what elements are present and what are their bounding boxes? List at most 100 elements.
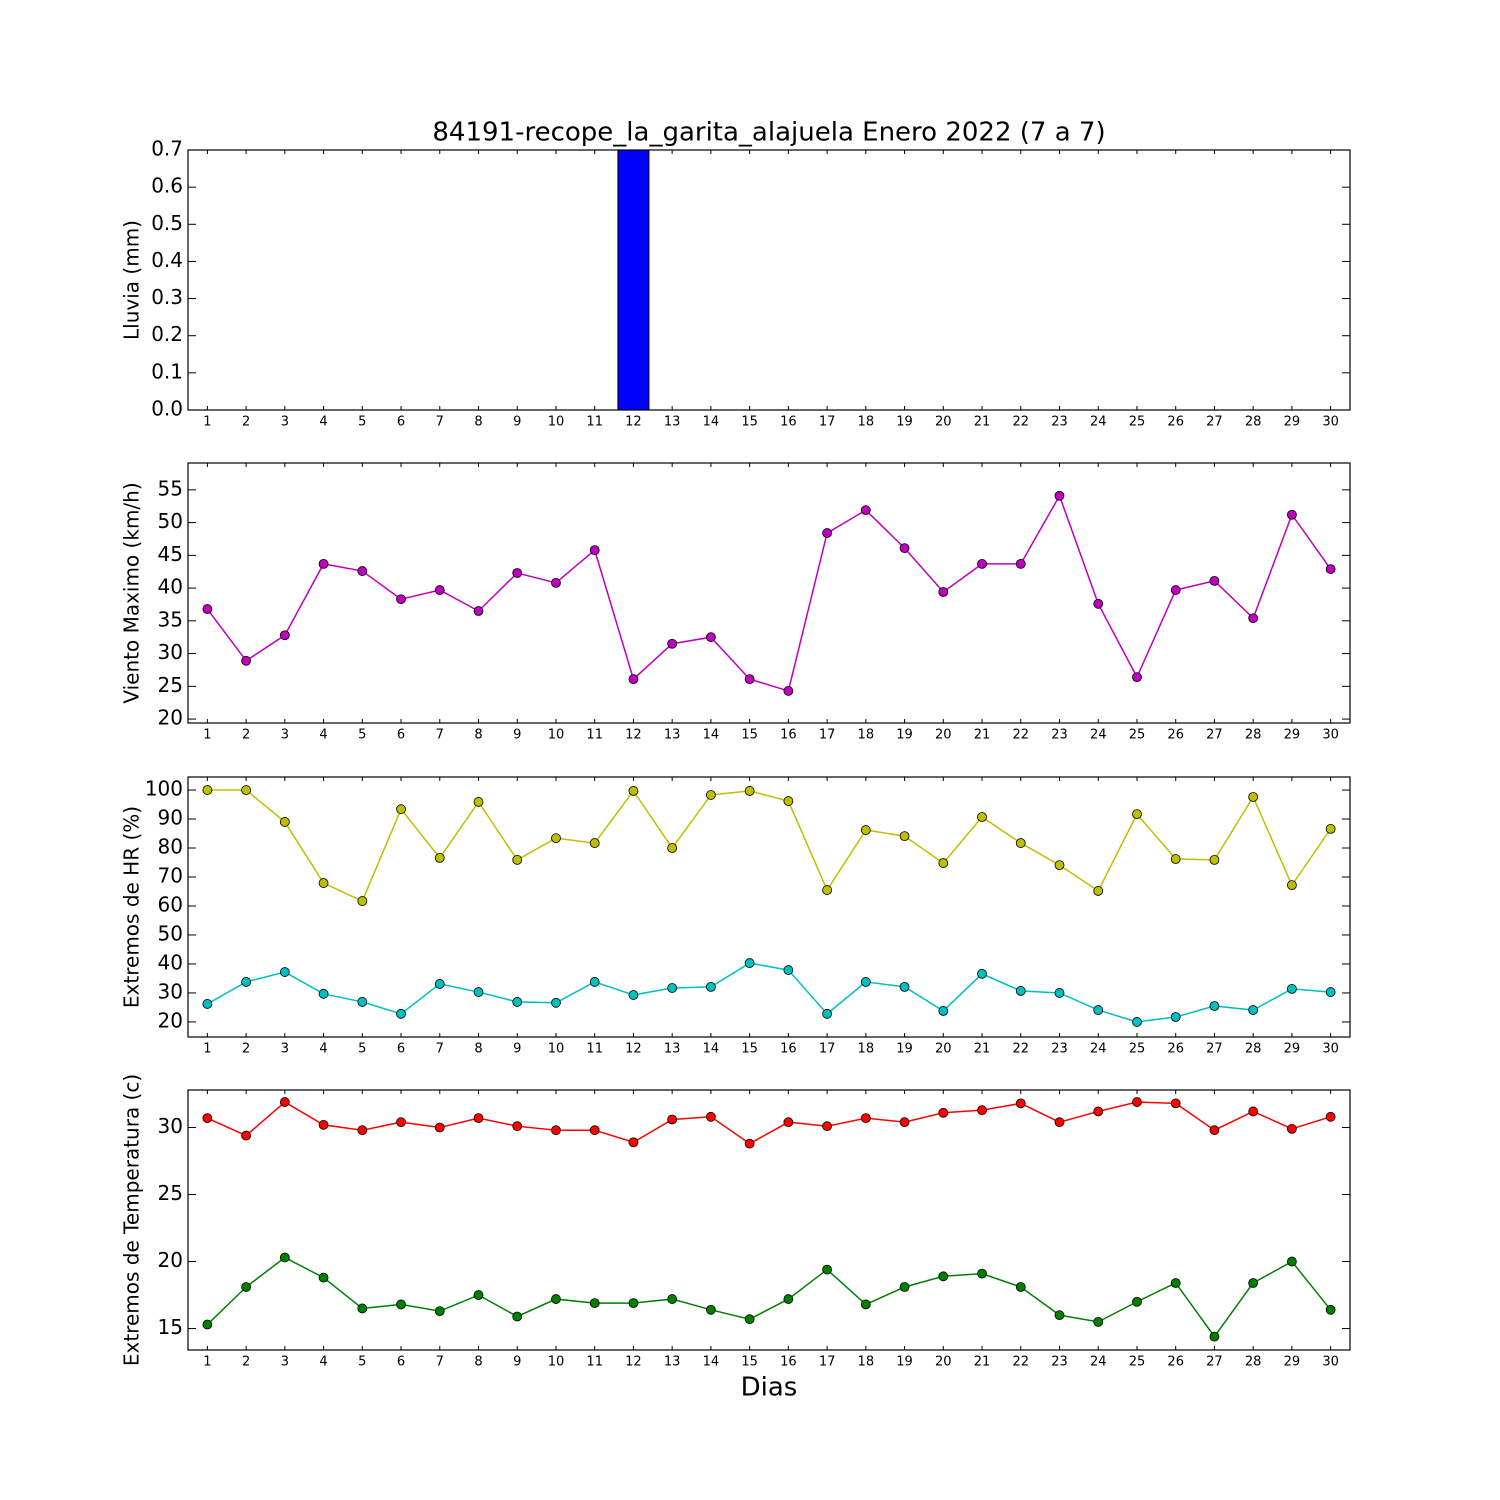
data-point [1093,598,1104,609]
x-tick-label: 28 [1245,1042,1262,1057]
data-point [822,1008,832,1019]
data-point [1170,585,1181,595]
data-point [1209,1125,1220,1136]
y-tick-label: 0.0 [151,397,183,421]
data-point [1170,854,1181,864]
x-tick-label: 5 [358,1042,366,1057]
x-tick-label: 3 [281,728,289,743]
data-point [357,566,368,576]
x-tick-label: 22 [1012,1355,1029,1370]
data-point [1325,1111,1336,1122]
x-tick-label: 30 [1322,1042,1339,1057]
data-point [628,1298,639,1308]
data-point [860,505,871,516]
x-tick-label: 21 [974,728,991,743]
data-point [318,988,329,999]
data-point [279,1097,290,1107]
x-tick-label: 25 [1129,415,1146,430]
x-tick-label: 27 [1206,415,1223,430]
x-tick-label: 27 [1206,1042,1223,1057]
data-point [202,785,213,795]
data-point [1015,558,1026,569]
data-point [1093,1316,1104,1327]
x-tick-label: 20 [935,415,952,430]
data-point [279,630,290,641]
data-point [667,638,678,649]
x-tick-label: 13 [664,728,681,743]
y-tick-label: 0.7 [151,137,183,161]
y-tick-label: 15 [158,1315,183,1339]
series-line [206,962,1331,1023]
data-point [744,958,755,968]
x-tick-label: 24 [1090,415,1107,430]
x-tick-label: 2 [242,1042,250,1057]
data-point [551,1294,561,1304]
x-tick-label: 7 [436,1042,444,1057]
data-point [1132,1097,1142,1107]
x-tick-label: 21 [974,415,991,430]
x-tick-label: 17 [819,1355,836,1370]
data-point [241,1130,252,1141]
x-tick-label: 28 [1245,728,1262,743]
data-point [551,1125,561,1136]
y-axis-label: Extremos de HR (%) [120,806,144,1008]
data-point [1248,613,1259,624]
x-tick-label: 4 [319,728,327,743]
data-point [1248,1106,1259,1117]
x-tick-label: 1 [203,1042,211,1057]
x-tick-label: 10 [548,1042,565,1057]
data-point [899,981,910,992]
data-point [706,790,716,800]
plot-frame [187,462,1351,724]
y-tick-label: 90 [158,806,183,830]
x-tick-label: 16 [780,1042,797,1057]
data-point [667,1114,678,1125]
x-tick-label: 24 [1090,1355,1107,1370]
x-tick-label: 17 [819,1042,836,1057]
x-tick-label: 12 [625,415,642,430]
x-tick-label: 16 [780,1355,797,1370]
x-tick-label: 22 [1012,415,1029,430]
x-tick-label: 19 [896,415,913,430]
x-tick-label: 12 [625,1042,642,1057]
x-tick-label: 3 [281,415,289,430]
y-tick-label: 20 [158,706,183,730]
data-point [512,568,523,578]
data-point [434,1306,445,1317]
x-tick-label: 30 [1322,415,1339,430]
x-tick-label: 9 [513,1355,521,1370]
y-tick-label: 30 [158,1114,183,1138]
data-point [706,1111,716,1122]
data-point [1015,1282,1026,1292]
data-point [860,825,871,835]
data-point [977,558,987,569]
y-tick-label: 55 [158,476,183,500]
x-tick-label: 3 [281,1042,289,1057]
data-point [977,968,987,979]
x-tick-label: 29 [1284,1042,1301,1057]
data-point [1209,1331,1220,1342]
x-tick-label: 8 [474,1355,482,1370]
data-point [318,558,329,569]
data-point [434,852,445,863]
data-point [551,833,561,844]
x-tick-label: 2 [242,728,250,743]
x-tick-label: 11 [586,415,603,430]
data-point [1132,1017,1142,1027]
x-tick-label: 21 [974,1042,991,1057]
series-line [207,1101,1331,1145]
data-point [1093,886,1104,896]
data-point [1054,490,1065,501]
data-point [628,674,639,685]
data-point [473,797,484,807]
x-axis-label: Dias [741,1373,798,1403]
data-point [434,1122,445,1133]
data-point [1054,860,1065,871]
x-tick-label: 28 [1245,1355,1262,1370]
bar [617,149,650,411]
y-axis-label: Extremos de Temperatura (c) [120,1074,144,1366]
x-tick-label: 19 [896,1042,913,1057]
data-point [357,997,368,1007]
x-tick-label: 18 [858,728,875,743]
